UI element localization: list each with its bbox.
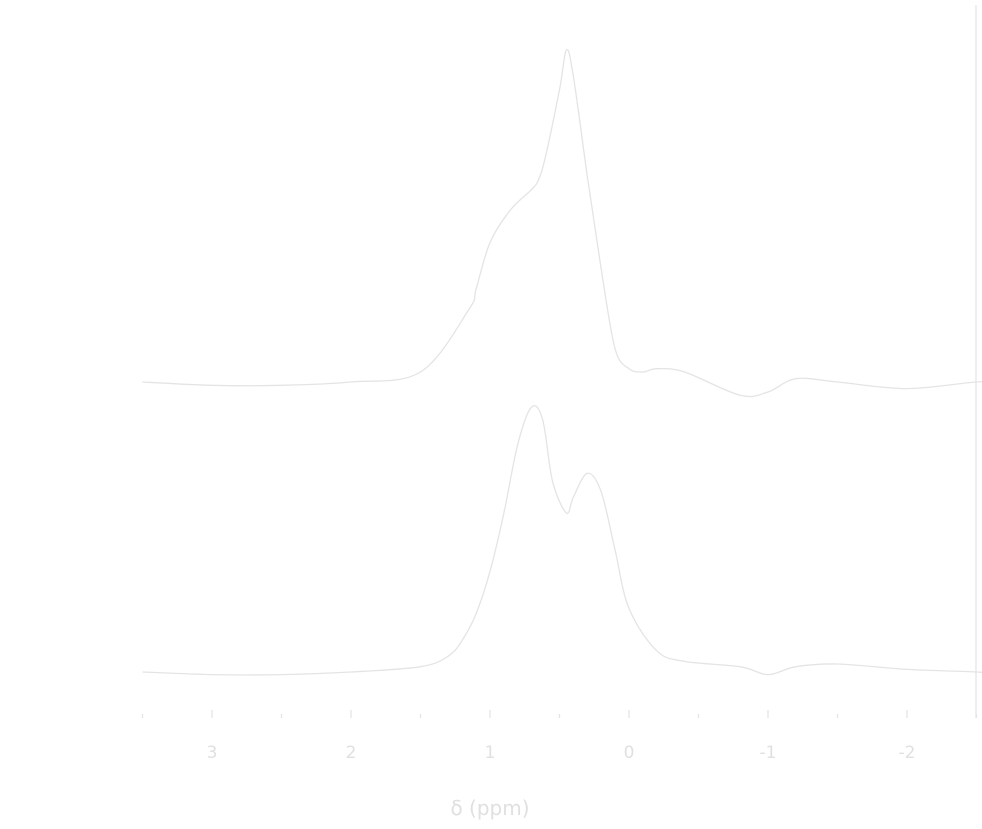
x-tick-label: 3 [207, 743, 218, 763]
x-axis-tick-labels: 3 2 1 0 -1 -2 [207, 743, 916, 763]
spectrum-trace-upper [142, 48, 982, 398]
spectrum-trace-lower [142, 405, 982, 676]
x-axis-ticks [141, 710, 978, 718]
x-tick-label: 0 [624, 743, 635, 763]
x-tick-label: -2 [899, 743, 916, 763]
x-axis-title: δ (ppm) [450, 796, 529, 820]
x-tick-label: 1 [485, 743, 496, 763]
x-tick-label: -1 [760, 743, 777, 763]
x-tick-label: 2 [346, 743, 357, 763]
